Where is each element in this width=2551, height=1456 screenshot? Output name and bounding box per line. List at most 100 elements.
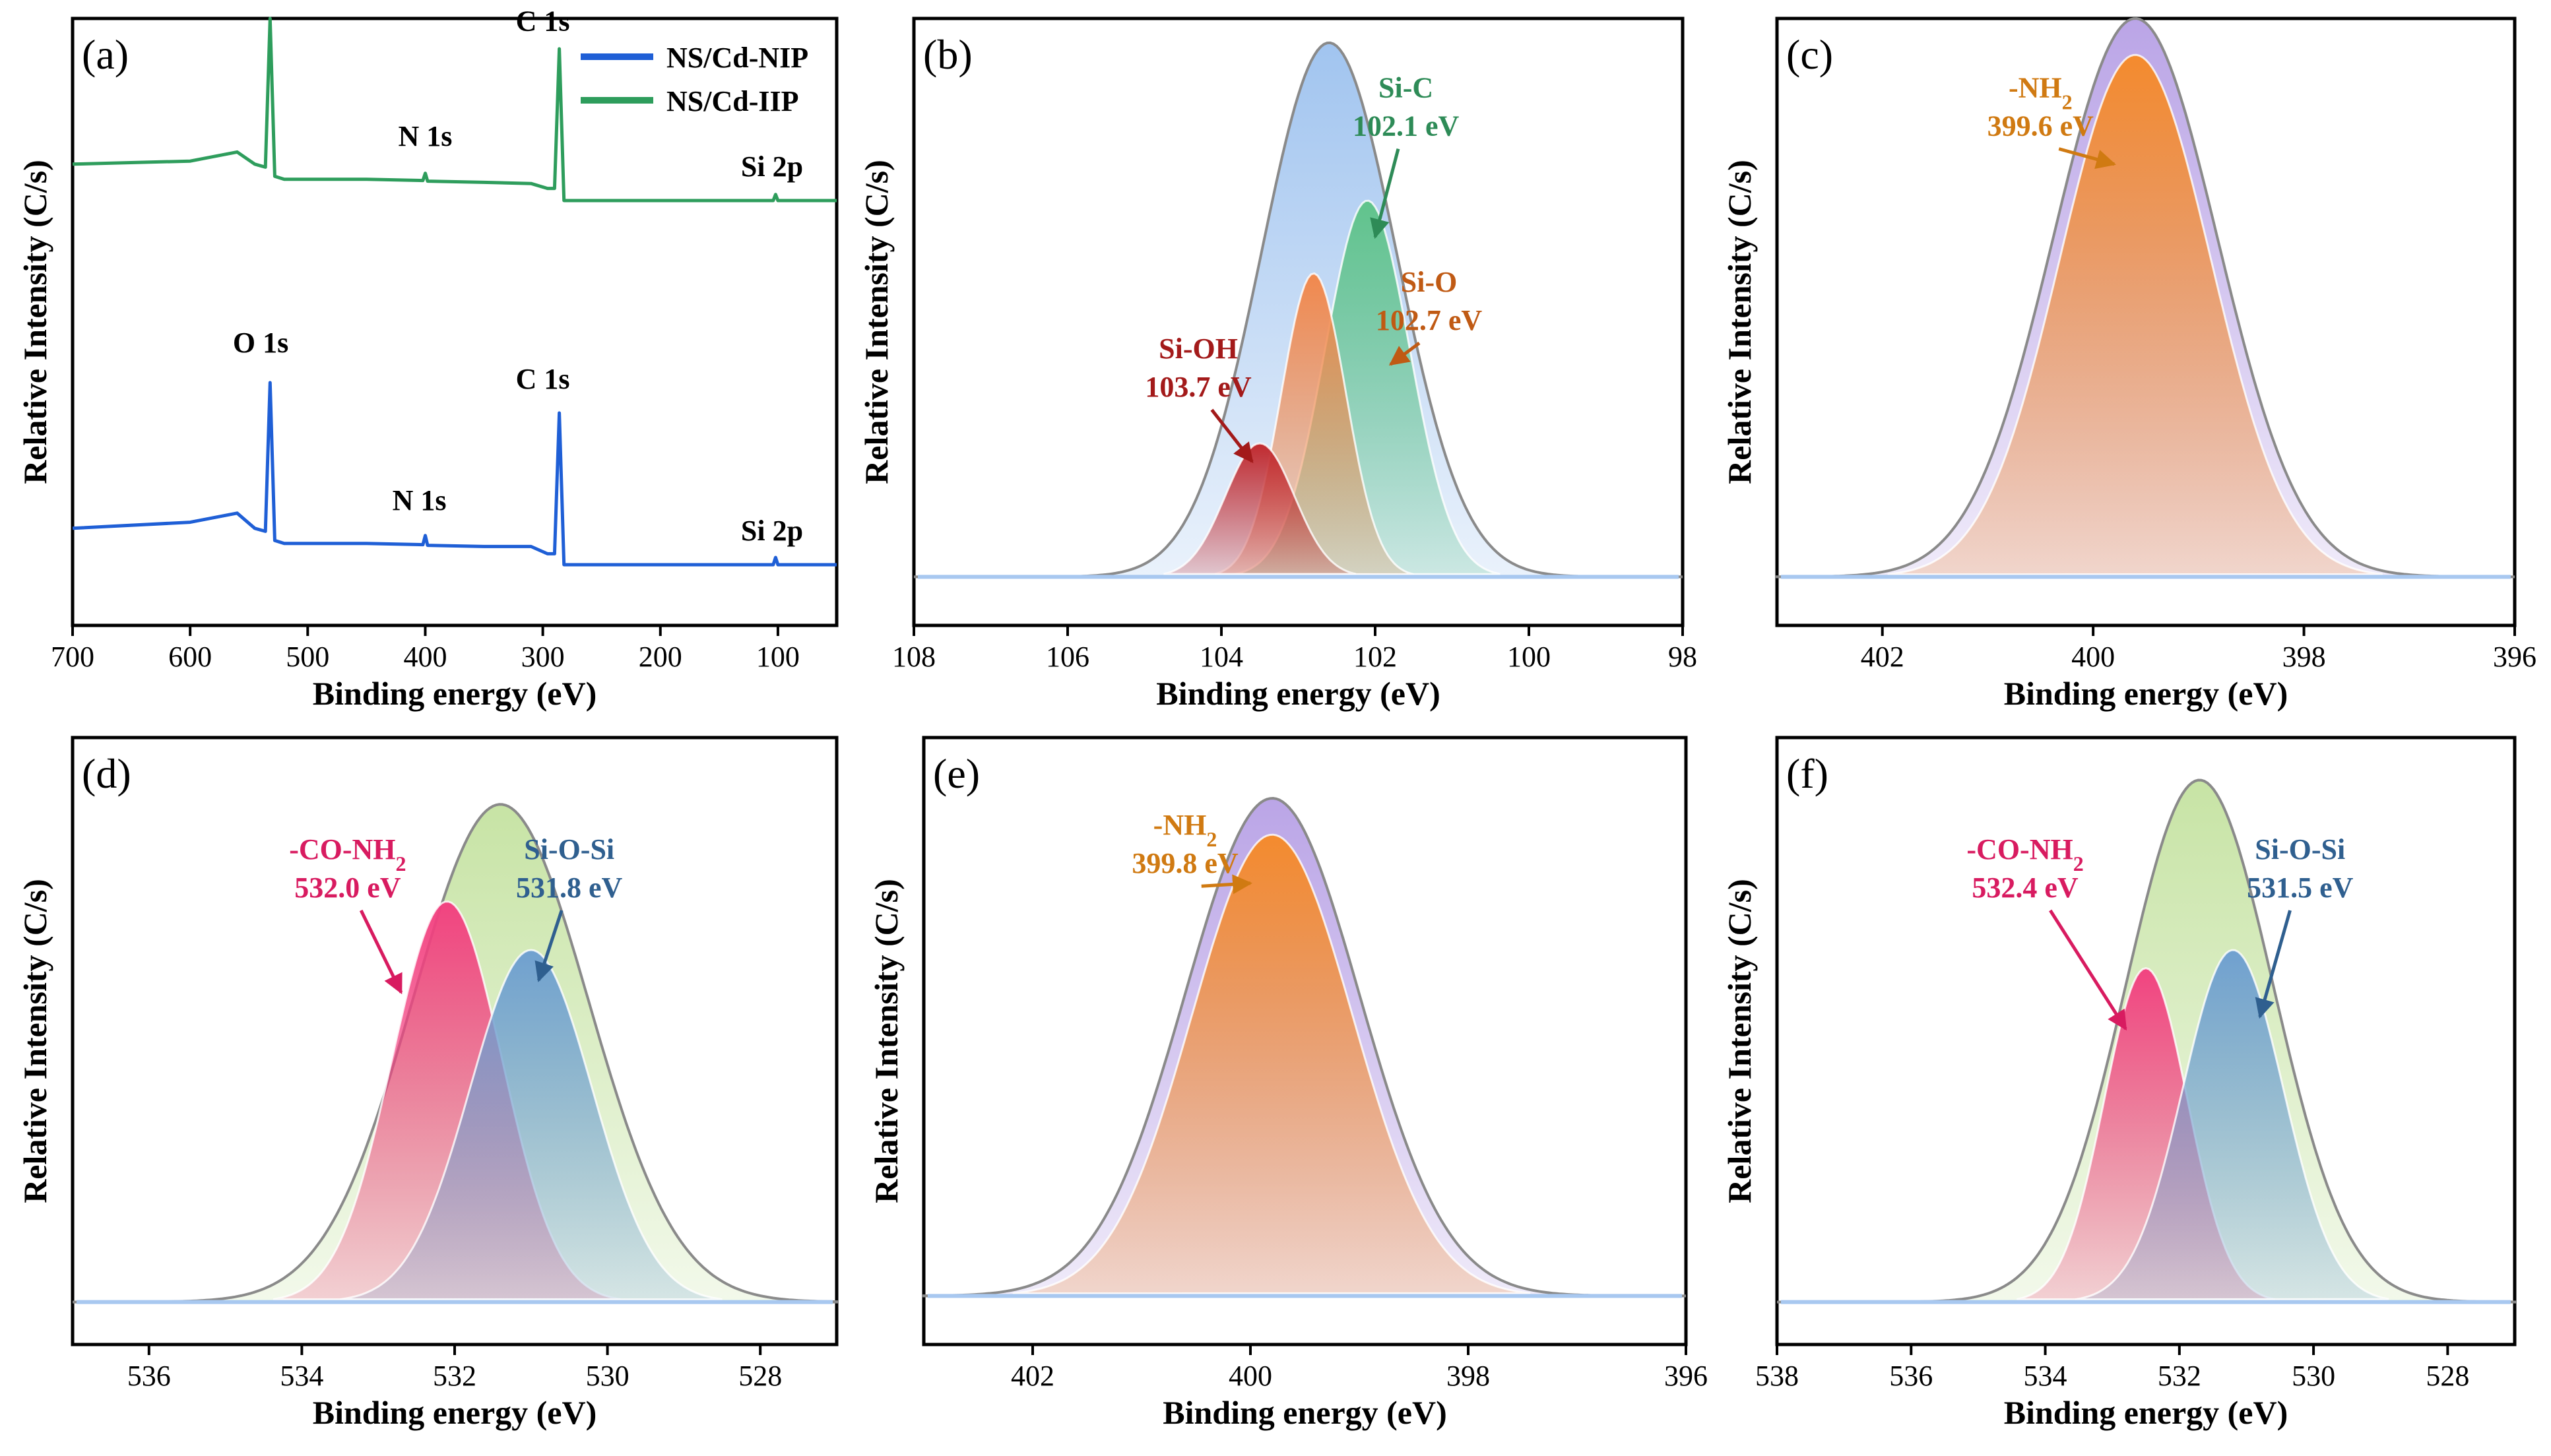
peak-annotation: Si 2p xyxy=(741,150,803,183)
annotation-arrow xyxy=(1370,148,1400,239)
peak-annotation: O 1s xyxy=(233,327,288,359)
x-tick-label: 400 xyxy=(2071,641,2115,673)
plot-frame xyxy=(922,736,1688,1346)
annotation-arrow xyxy=(1388,341,1421,366)
chart-panel-f: 538 536 534 532 530 528 Binding energy (eV) Rel… xyxy=(1721,736,2517,1431)
peak-annotation-energy: 532.0 eV xyxy=(294,871,401,904)
y-axis-label: Relative Intensity (C/s) xyxy=(16,160,53,484)
peak-annotation: N 1s xyxy=(399,120,453,152)
plot-frame xyxy=(1775,736,2517,1346)
x-tick-label: 104 xyxy=(1200,641,1243,673)
peak-si-oh xyxy=(1163,442,1357,575)
peak--nh2 xyxy=(1887,53,2383,576)
x-tick-label: 600 xyxy=(168,641,212,673)
peak-annotation-name: -CO-NH2 xyxy=(1966,833,2083,875)
peak-annotation-energy: 102.1 eV xyxy=(1353,110,1460,142)
x-tick-label: 402 xyxy=(1011,1360,1054,1392)
x-tick-label: 530 xyxy=(586,1360,630,1392)
annotation-arrow xyxy=(1210,408,1254,463)
peak-annotation: C 1s xyxy=(516,363,570,395)
x-tick-label: 398 xyxy=(2282,641,2326,673)
chart-panel-b: 108 106 104 102 100 98 Binding energy (eV) Rela… xyxy=(858,16,1697,712)
y-axis-label: Relative Intensity (C/s) xyxy=(1721,879,1758,1203)
chart-panel-d: 536 534 532 530 528 Binding energy (eV) Relati… xyxy=(16,736,839,1431)
peak-annotation: C 1s xyxy=(516,5,570,37)
x-axis-label: Binding energy (eV) xyxy=(1156,675,1440,712)
peak-annotation-energy: 102.7 eV xyxy=(1376,304,1483,336)
annotation-arrow xyxy=(1201,874,1252,895)
x-tick-label: 200 xyxy=(639,641,682,673)
x-axis-label: Binding energy (eV) xyxy=(313,1394,597,1431)
plot-frame xyxy=(912,16,1685,627)
peak-annotation: N 1s xyxy=(393,484,447,517)
y-axis-label: Relative Intensity (C/s) xyxy=(868,879,905,1203)
peak--nh2 xyxy=(1012,833,1531,1294)
panel-label: (e) xyxy=(933,750,980,797)
x-tick-label: 700 xyxy=(51,641,94,673)
x-tick-label: 396 xyxy=(1664,1360,1708,1392)
y-axis-label: Relative Intensity (C/s) xyxy=(16,879,53,1203)
x-axis-label: Binding energy (eV) xyxy=(313,675,597,712)
panel-label: (c) xyxy=(1786,31,1833,78)
x-tick-label: 106 xyxy=(1046,641,1089,673)
peak-annotation-energy: 103.7 eV xyxy=(1145,371,1252,403)
annotation-arrow xyxy=(2049,909,2127,1031)
peak-annotation-name: -NH2 xyxy=(2009,72,2073,114)
y-axis-label: Relative Intensity (C/s) xyxy=(1721,160,1758,484)
x-tick-label: 400 xyxy=(403,641,447,673)
panel-label: (d) xyxy=(82,750,131,797)
panel-label: (b) xyxy=(923,31,973,78)
x-tick-label: 528 xyxy=(738,1360,782,1392)
chart-panel-c: 402 400 398 396 Binding energy (eV) Relative … xyxy=(1721,16,2536,712)
legend-label: NS/Cd-NIP xyxy=(666,42,808,74)
x-tick-label: 300 xyxy=(521,641,565,673)
peak-annotation-name: Si-O-Si xyxy=(524,833,614,866)
x-tick-label: 102 xyxy=(1353,641,1397,673)
peak-annotation-name: Si-O xyxy=(1401,266,1458,298)
x-tick-label: 532 xyxy=(2158,1360,2201,1392)
series-line-ns-cd-nip xyxy=(72,381,837,567)
x-axis-label: Binding energy (eV) xyxy=(1163,1394,1447,1431)
peak-annotation-energy: 531.8 eV xyxy=(516,871,623,904)
x-tick-label: 402 xyxy=(1861,641,1904,673)
peak-annotation: Si 2p xyxy=(741,515,803,547)
x-tick-label: 534 xyxy=(2024,1360,2067,1392)
peak-annotation-energy: 399.6 eV xyxy=(1987,110,2094,142)
peak-annotation-name: Si-C xyxy=(1378,72,1433,104)
y-axis-label: Relative Intensity (C/s) xyxy=(858,160,895,484)
peak-annotation-energy: 531.5 eV xyxy=(2247,871,2354,904)
annotation-arrow xyxy=(2058,147,2116,170)
plot-frame xyxy=(1775,16,2517,627)
x-tick-label: 98 xyxy=(1668,641,1697,673)
x-tick-label: 536 xyxy=(127,1360,171,1392)
peak-annotation-energy: 399.8 eV xyxy=(1132,847,1239,879)
x-tick-label: 396 xyxy=(2493,641,2536,673)
x-tick-label: 538 xyxy=(1755,1360,1799,1392)
x-axis-label: Binding energy (eV) xyxy=(2004,675,2288,712)
series-line-ns-cd-iip xyxy=(72,16,837,203)
peak-annotation-name: -CO-NH2 xyxy=(289,833,406,875)
x-tick-label: 534 xyxy=(280,1360,323,1392)
peak-annotation-energy: 532.4 eV xyxy=(1972,871,2079,904)
peak-annotation-name: -NH2 xyxy=(1153,809,1217,851)
annotation-arrow xyxy=(2255,910,2292,1019)
panel-label: (a) xyxy=(82,31,129,78)
annotation-arrow xyxy=(359,909,403,995)
chart-panel-a: 700 600 500 400 300 200 100 Binding energy (eV)… xyxy=(16,5,839,712)
peak-annotation-name: Si-OH xyxy=(1159,332,1238,365)
annotation-arrow xyxy=(534,910,564,982)
panel-label: (f) xyxy=(1786,750,1828,797)
peak-si-o-si xyxy=(2075,949,2389,1301)
legend-label: NS/Cd-IIP xyxy=(666,85,799,117)
chart-panel-e: 402 400 398 396 Binding energy (eV) Relative … xyxy=(868,736,1708,1431)
x-tick-label: 108 xyxy=(892,641,936,673)
peak-si-o-si xyxy=(340,949,723,1301)
x-tick-label: 528 xyxy=(2426,1360,2469,1392)
plot-frame xyxy=(71,16,839,627)
x-axis-label: Binding energy (eV) xyxy=(2004,1394,2288,1431)
x-tick-label: 100 xyxy=(1507,641,1551,673)
x-tick-label: 530 xyxy=(2292,1360,2335,1392)
peak-annotation-name: Si-O-Si xyxy=(2255,833,2345,866)
x-tick-label: 536 xyxy=(1889,1360,1933,1392)
